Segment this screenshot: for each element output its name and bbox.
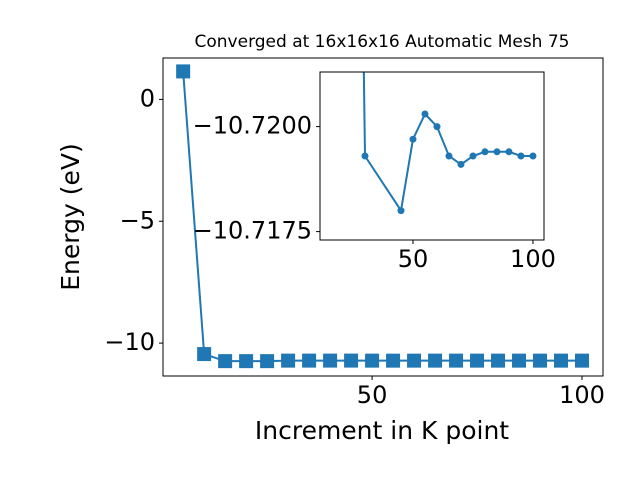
marker: [197, 347, 212, 362]
y-tick-label: −10: [104, 328, 155, 356]
marker: [481, 148, 489, 156]
marker: [470, 353, 485, 368]
y-axis-label: Energy (eV): [56, 143, 85, 290]
marker: [344, 353, 359, 368]
marker: [302, 353, 317, 368]
marker: [469, 152, 477, 160]
marker: [457, 160, 465, 168]
marker: [529, 152, 537, 160]
x-tick-label: 50: [398, 245, 429, 273]
y-tick-label: 0: [140, 84, 155, 112]
marker: [554, 353, 569, 368]
marker: [239, 354, 254, 369]
marker: [409, 135, 417, 143]
marker: [407, 353, 422, 368]
marker: [428, 353, 443, 368]
marker: [445, 152, 453, 160]
y-tick-label: −10.7200: [193, 112, 312, 140]
marker: [386, 353, 401, 368]
marker: [421, 110, 429, 118]
marker: [512, 353, 527, 368]
y-tick-label: −10.7175: [193, 217, 312, 245]
x-axis-label: Increment in K point: [255, 416, 509, 445]
marker: [533, 353, 548, 368]
marker: [433, 123, 441, 131]
marker: [361, 152, 369, 160]
marker: [281, 353, 296, 368]
marker: [397, 207, 405, 215]
marker: [323, 353, 338, 368]
inset-frame: [319, 71, 545, 241]
x-tick-label: 100: [510, 245, 556, 273]
chart-title: Converged at 16x16x16 Automatic Mesh 75: [195, 32, 570, 52]
main-plot: [176, 64, 590, 369]
main-frame: [162, 57, 604, 377]
y-tick-label: −5: [120, 206, 155, 234]
marker: [493, 148, 501, 156]
x-tick-label: 50: [357, 381, 388, 409]
inset-background: [320, 72, 544, 240]
inset-plot: [361, 72, 537, 215]
marker: [449, 353, 464, 368]
x-tick-label: 100: [559, 381, 605, 409]
marker: [517, 152, 525, 160]
marker: [260, 354, 275, 369]
marker: [365, 353, 380, 368]
marker: [218, 354, 233, 369]
marker: [575, 353, 590, 368]
marker: [505, 148, 513, 156]
marker: [176, 64, 191, 79]
marker: [491, 353, 506, 368]
